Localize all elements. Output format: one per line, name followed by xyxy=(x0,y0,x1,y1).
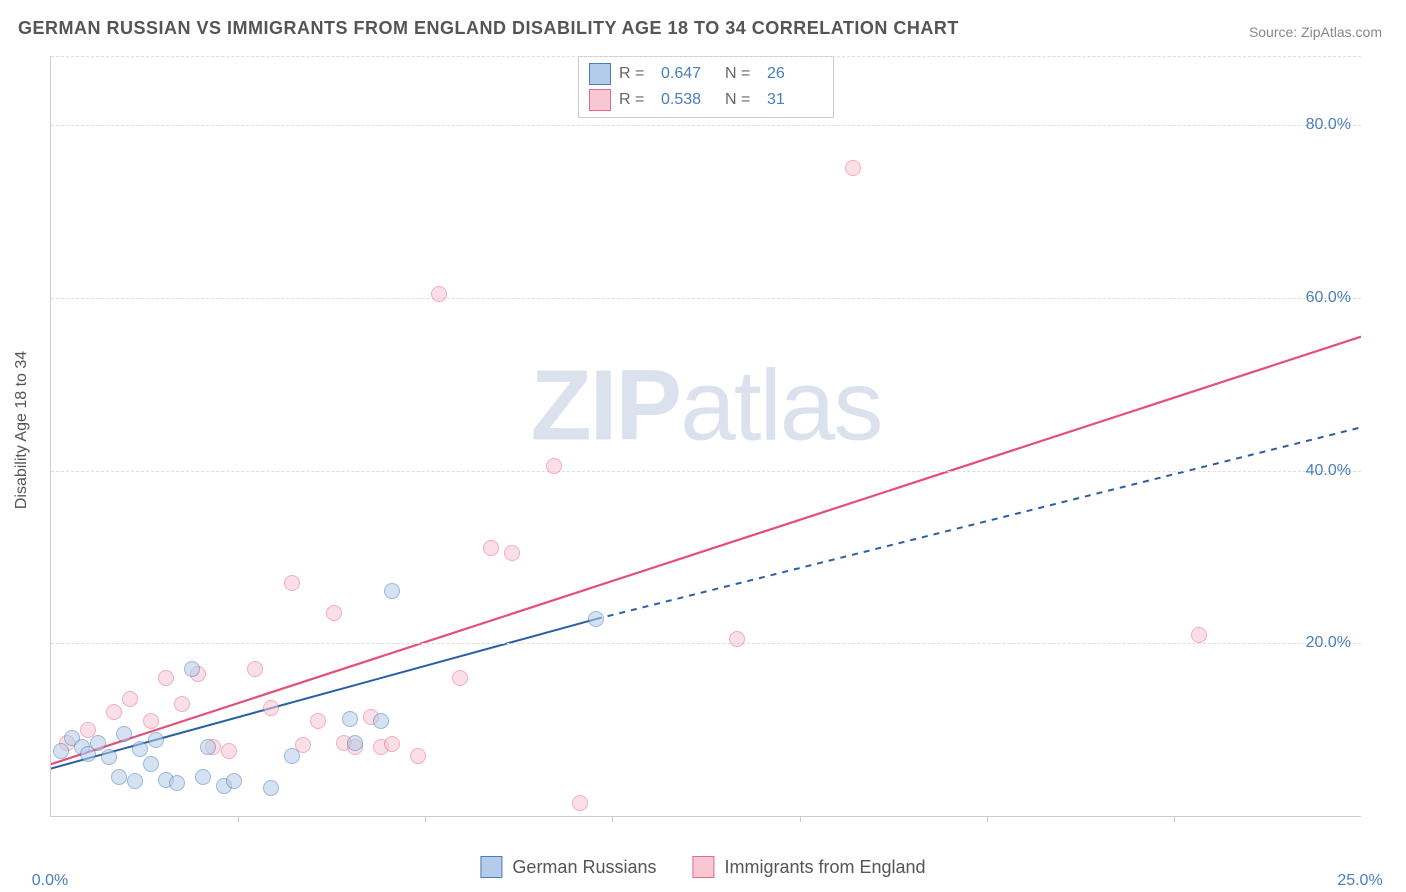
data-point-pink xyxy=(410,748,426,764)
data-point-pink xyxy=(1191,627,1207,643)
data-point-pink xyxy=(221,743,237,759)
data-point-blue xyxy=(384,583,400,599)
n-label: N = xyxy=(725,65,759,83)
gridline xyxy=(51,298,1361,299)
y-axis-label: Disability Age 18 to 34 xyxy=(13,351,31,509)
data-point-blue xyxy=(373,713,389,729)
swatch-pink xyxy=(692,856,714,878)
n-value-blue: 26 xyxy=(767,65,823,83)
data-point-blue xyxy=(127,773,143,789)
source-label: Source: ZipAtlas.com xyxy=(1249,24,1382,40)
chart-title: GERMAN RUSSIAN VS IMMIGRANTS FROM ENGLAN… xyxy=(18,18,959,39)
data-point-blue xyxy=(184,661,200,677)
y-tick-label: 40.0% xyxy=(1306,462,1351,480)
r-value-blue: 0.647 xyxy=(661,65,717,83)
data-point-pink xyxy=(384,736,400,752)
data-point-blue xyxy=(284,748,300,764)
n-label: N = xyxy=(725,91,759,109)
legend-label-blue: German Russians xyxy=(512,857,656,878)
data-point-blue xyxy=(132,741,148,757)
gridline xyxy=(51,125,1361,126)
data-point-pink xyxy=(263,700,279,716)
r-value-pink: 0.538 xyxy=(661,91,717,109)
y-tick-label: 80.0% xyxy=(1306,116,1351,134)
data-point-pink xyxy=(247,661,263,677)
legend-item-blue: German Russians xyxy=(480,856,656,878)
data-point-blue xyxy=(53,743,69,759)
x-tick xyxy=(425,816,426,822)
x-tick xyxy=(1174,816,1175,822)
data-point-pink xyxy=(546,458,562,474)
watermark: ZIPatlas xyxy=(531,348,882,463)
data-point-pink xyxy=(452,670,468,686)
data-point-blue xyxy=(195,769,211,785)
y-tick-label: 60.0% xyxy=(1306,289,1351,307)
legend-label-pink: Immigrants from England xyxy=(724,857,925,878)
gridline xyxy=(51,56,1361,57)
data-point-blue xyxy=(143,756,159,772)
swatch-blue xyxy=(589,63,611,85)
data-point-pink xyxy=(326,605,342,621)
data-point-blue xyxy=(90,735,106,751)
data-point-blue xyxy=(101,749,117,765)
data-point-blue xyxy=(347,735,363,751)
x-tick xyxy=(987,816,988,822)
data-point-blue xyxy=(116,726,132,742)
data-point-pink xyxy=(310,713,326,729)
trend-lines xyxy=(51,56,1361,816)
data-point-blue xyxy=(111,769,127,785)
gridline xyxy=(51,471,1361,472)
r-label: R = xyxy=(619,65,653,83)
data-point-pink xyxy=(572,795,588,811)
x-tick-label: 0.0% xyxy=(32,872,68,890)
n-value-pink: 31 xyxy=(767,91,823,109)
stats-legend: R = 0.647 N = 26 R = 0.538 N = 31 xyxy=(578,56,834,118)
legend-item-pink: Immigrants from England xyxy=(692,856,925,878)
data-point-blue xyxy=(148,732,164,748)
r-label: R = xyxy=(619,91,653,109)
data-point-pink xyxy=(158,670,174,686)
gridline xyxy=(51,643,1361,644)
data-point-pink xyxy=(483,540,499,556)
stats-row-pink: R = 0.538 N = 31 xyxy=(589,87,823,113)
data-point-pink xyxy=(504,545,520,561)
data-point-pink xyxy=(845,160,861,176)
data-point-blue xyxy=(263,780,279,796)
series-legend: German Russians Immigrants from England xyxy=(480,856,925,878)
data-point-blue xyxy=(588,611,604,627)
data-point-blue xyxy=(226,773,242,789)
stats-row-blue: R = 0.647 N = 26 xyxy=(589,61,823,87)
data-point-blue xyxy=(200,739,216,755)
x-tick xyxy=(612,816,613,822)
x-tick xyxy=(800,816,801,822)
data-point-blue xyxy=(342,711,358,727)
swatch-pink xyxy=(589,89,611,111)
data-point-pink xyxy=(122,691,138,707)
swatch-blue xyxy=(480,856,502,878)
scatter-plot: ZIPatlas R = 0.647 N = 26 R = 0.538 N = … xyxy=(50,56,1361,817)
y-tick-label: 20.0% xyxy=(1306,634,1351,652)
data-point-pink xyxy=(284,575,300,591)
data-point-pink xyxy=(143,713,159,729)
data-point-pink xyxy=(431,286,447,302)
x-tick-label: 25.0% xyxy=(1337,872,1382,890)
x-tick xyxy=(238,816,239,822)
data-point-blue xyxy=(169,775,185,791)
data-point-pink xyxy=(106,704,122,720)
data-point-pink xyxy=(729,631,745,647)
data-point-pink xyxy=(174,696,190,712)
